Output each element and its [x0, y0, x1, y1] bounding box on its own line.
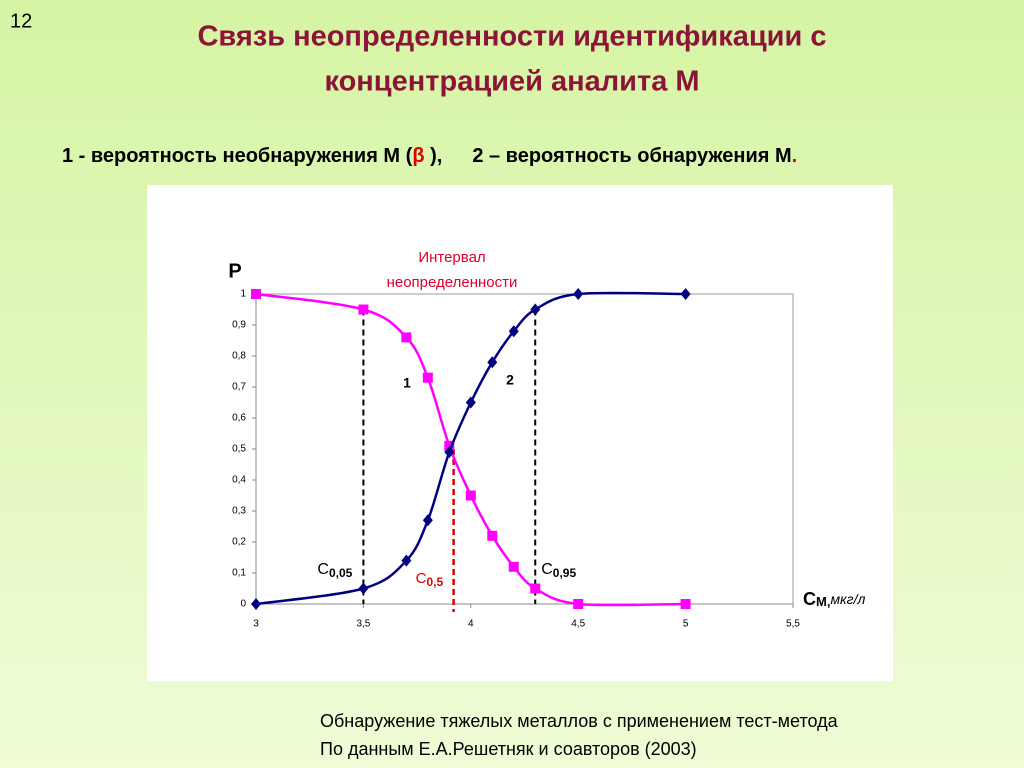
point	[530, 303, 541, 316]
point	[680, 288, 691, 300]
y-tick-label: 1	[240, 289, 246, 300]
y-tick-label: 0,5	[232, 444, 246, 455]
reference-label: C0,5	[416, 570, 444, 589]
title-line: концентрацией аналита М	[324, 66, 699, 98]
reference-label-main: C	[541, 561, 553, 578]
title-line: Связь неопределенности идентификации с	[197, 21, 826, 53]
y-tick-label: 0,3	[232, 506, 246, 517]
x-label-main: С	[803, 589, 816, 609]
footnote: По данным Е.А.Решетняк и соавторов (2003…	[320, 739, 697, 759]
reference-label-sub: 0,95	[553, 566, 577, 580]
y-tick-label: 0,1	[232, 568, 246, 579]
reference-label-sub: 0,5	[426, 575, 443, 589]
reference-label-main: C	[317, 561, 329, 578]
subtitle-part: 2 – вероятность обнаружения М	[472, 145, 791, 167]
point	[530, 583, 541, 594]
point	[487, 530, 498, 541]
point	[465, 490, 476, 501]
subtitle-part: β	[412, 145, 424, 167]
y-tick-label: 0,8	[232, 351, 246, 362]
x-tick-label: 3,5	[356, 619, 370, 630]
x-label-unit: мкг/л	[830, 591, 865, 607]
point	[465, 396, 476, 409]
point	[401, 332, 412, 343]
reference-label: C0,95	[541, 561, 576, 580]
y-tick-label: 0,9	[232, 320, 246, 331]
subtitle-part: .	[792, 145, 798, 167]
series-label: 2	[506, 372, 514, 388]
point	[401, 554, 412, 567]
y-tick-label: 0,2	[232, 537, 246, 548]
point	[508, 561, 519, 572]
point	[444, 440, 455, 451]
y-tick-label: 0	[240, 599, 246, 610]
x-tick-label: 5	[683, 619, 689, 630]
subtitle-part: ),	[425, 145, 443, 167]
reference-label-main: C	[416, 570, 427, 587]
annotation: Интервал	[418, 249, 485, 266]
point	[251, 289, 261, 299]
subtitle-part: 1 - вероятность необнаружения М (	[62, 145, 413, 167]
subtitle: 1 - вероятность необнаружения М (β ), 2 –…	[62, 145, 797, 167]
point	[422, 372, 433, 383]
point	[680, 599, 691, 609]
point	[487, 356, 498, 369]
point	[358, 582, 369, 595]
reference-label-sub: 0,05	[329, 566, 353, 580]
point	[573, 288, 584, 300]
x-tick-label: 4,5	[571, 619, 585, 630]
y-axis-label: P	[228, 260, 241, 282]
slide-number: 12	[10, 10, 32, 32]
point	[422, 514, 433, 527]
chart-background	[147, 185, 893, 681]
chart: 0 0,1 0,2 0,3 0,4 0,5 0,6 0,7 0,8 0,9 1 3 3,5 4 4,5 5 5,…	[228, 249, 865, 630]
x-label-sub: М,	[816, 594, 830, 609]
point	[358, 304, 369, 315]
annotation: неопределенности	[387, 274, 518, 291]
x-tick-label: 5,5	[786, 619, 800, 630]
y-tick-label: 0,7	[232, 382, 246, 393]
point	[573, 599, 584, 609]
x-tick-label: 4	[468, 619, 474, 630]
reference-label: C0,05	[317, 561, 352, 580]
footnote: Обнаружение тяжелых металлов с применени…	[320, 711, 839, 731]
point	[251, 598, 261, 610]
y-tick-label: 0,4	[232, 475, 246, 486]
series-label: 1	[403, 375, 411, 391]
y-tick-label: 0,6	[232, 413, 246, 424]
x-tick-label: 3	[253, 619, 259, 630]
point	[508, 325, 519, 338]
point	[444, 446, 455, 459]
x-axis-label: СМ,мкг/л	[803, 589, 865, 610]
